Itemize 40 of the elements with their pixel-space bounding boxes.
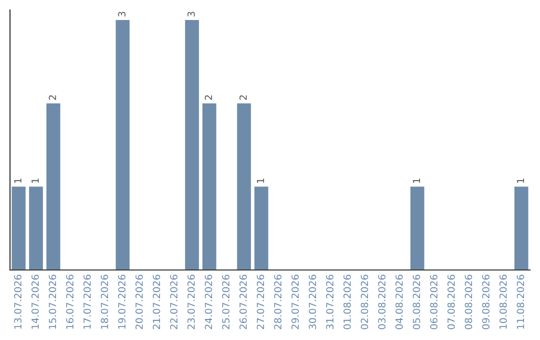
x-tick-label: 27.07.2026: [256, 274, 264, 330]
x-tick-label: 17.07.2026: [83, 274, 91, 329]
x-tick-label: 05.08.2026: [412, 274, 420, 330]
x-tick-label: 29.07.2026: [291, 274, 299, 330]
data-label: 3: [187, 12, 195, 16]
x-tick-label: 16.07.2026: [66, 274, 74, 329]
x-tick-label: 24.07.2026: [204, 274, 212, 330]
x-tick-label: 11.08.2026: [516, 274, 524, 329]
x-tick-label: 10.08.2026: [499, 274, 507, 329]
x-tick-label: 01.08.2026: [343, 274, 351, 330]
data-label: 1: [256, 178, 264, 183]
x-tick-label: 02.08.2026: [360, 274, 368, 330]
x-tick-label: 31.07.2026: [326, 274, 334, 330]
x-tick-label: 09.08.2026: [482, 274, 490, 330]
data-label: 1: [32, 178, 39, 183]
x-tick-label: 06.08.2026: [430, 274, 438, 330]
x-tick-label: 14.07.2026: [31, 274, 39, 329]
x-tick-label: 30.07.2026: [308, 274, 316, 330]
data-label: 2: [204, 95, 212, 100]
x-tick-label: 26.07.2026: [239, 274, 247, 330]
x-tick-label: 07.08.2026: [447, 274, 455, 330]
x-tick-label: 03.08.2026: [378, 274, 386, 330]
data-label: 2: [239, 95, 247, 100]
x-tick-label: 13.07.2026: [14, 274, 22, 329]
data-label: 2: [48, 95, 56, 100]
x-tick-label: 08.08.2026: [464, 274, 472, 330]
data-label: 1: [412, 178, 420, 183]
x-tick-label: 21.07.2026: [152, 274, 160, 330]
x-tick-label: 22.07.2026: [170, 274, 178, 330]
x-tick-label: 23.07.2026: [187, 274, 195, 330]
data-label: 1: [14, 178, 22, 183]
data-label: 3: [118, 12, 126, 16]
x-tick-label: 04.08.2026: [395, 274, 403, 330]
x-tick-label: 28.07.2026: [274, 274, 282, 330]
data-label: 1: [516, 178, 524, 183]
x-tick-label: 20.07.2026: [135, 274, 143, 330]
x-tick-label: 25.07.2026: [222, 274, 230, 330]
x-tick-label: 15.07.2026: [48, 274, 56, 329]
x-tick-label: 19.07.2026: [118, 274, 126, 329]
x-tick-label: 18.07.2026: [100, 274, 108, 329]
